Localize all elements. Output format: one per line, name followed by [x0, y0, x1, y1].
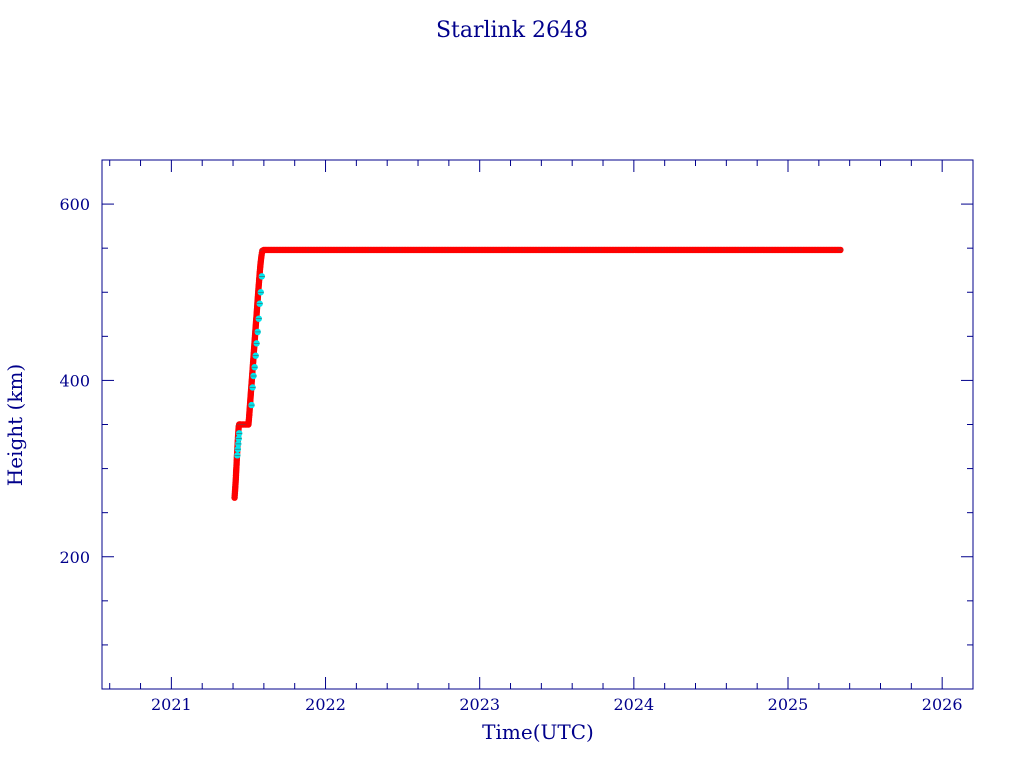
- y-tick-label: 600: [59, 195, 90, 214]
- axis-tick-labels: 2021 2022 2023 2024 2025 2026 200 400 600: [59, 195, 962, 714]
- x-tick-label: 2023: [459, 695, 500, 714]
- x-axis-label: Time(UTC): [482, 720, 594, 744]
- data-points: [231, 246, 844, 501]
- x-tick-label: 2021: [151, 695, 192, 714]
- y-tick-label: 400: [59, 371, 90, 390]
- y-tick-label: 200: [59, 548, 90, 567]
- axis-ticks: [102, 159, 974, 690]
- x-tick-label: 2022: [305, 695, 346, 714]
- plot-frame: [101, 159, 974, 690]
- x-tick-label: 2025: [768, 695, 809, 714]
- x-tick-label: 2026: [922, 695, 963, 714]
- y-axis-label: Height (km): [3, 364, 27, 486]
- chart-title: Starlink 2648: [436, 18, 588, 43]
- x-tick-label: 2024: [613, 695, 654, 714]
